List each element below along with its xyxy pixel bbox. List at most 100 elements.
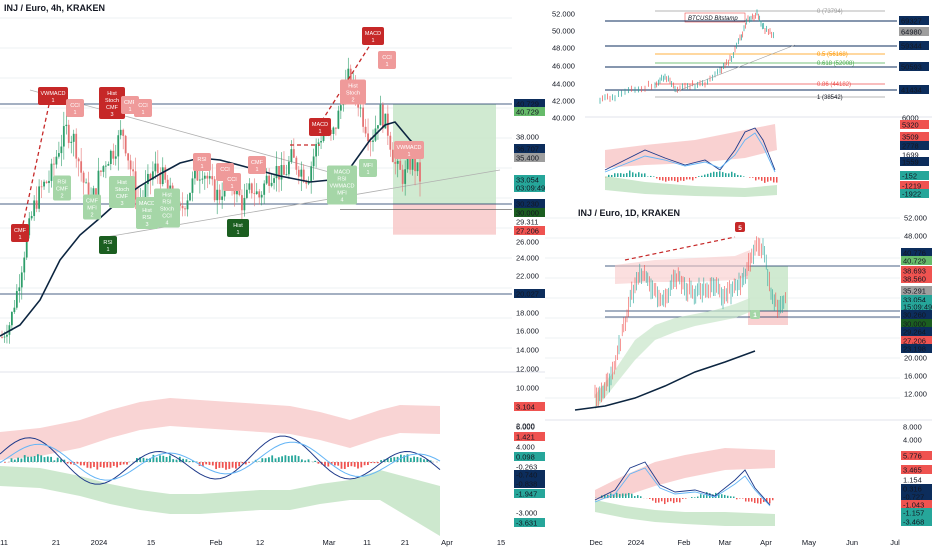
candle-body — [381, 104, 384, 129]
daily-histogram-bar — [652, 498, 654, 501]
candle-body — [201, 178, 204, 180]
btc-chart-pane[interactable]: 52.000 50.000 48.000 46.000 44.000 42.000 40.0… — [545, 0, 932, 200]
histogram-bar — [79, 462, 82, 466]
histogram-bar — [40, 455, 43, 462]
daily-tag-bg — [901, 295, 932, 304]
btc-histogram-bar — [695, 177, 697, 179]
candle-body — [119, 129, 122, 136]
candle-body — [404, 169, 407, 184]
x-axis-label: 12 — [256, 538, 264, 547]
daily-histogram-bar — [721, 494, 723, 498]
fib-level-label: 0 (73794) — [817, 9, 843, 15]
osc-tag: -0.740 — [516, 471, 537, 480]
signal-buy-text: MACD — [139, 201, 155, 207]
candle-body — [169, 185, 172, 189]
daily-histogram-bar — [625, 493, 627, 498]
btc-osc-signal — [604, 132, 776, 173]
daily-chart-pane[interactable]: INJ / Euro, 1D, KRAKEN 5 1 40.776 40.729 38.… — [545, 200, 932, 550]
osc-tag: -3.631 — [516, 519, 537, 528]
osc-tag: 2.000 — [516, 422, 535, 431]
daily-x-label: Jun — [846, 538, 858, 547]
btc-histogram-bar — [737, 174, 739, 177]
signal-sell-text: CCI — [138, 103, 148, 109]
main-chart-pane[interactable]: INJ / Euro, 4h, KRAKEN CMF 1 VWMACD 1 CCI 1 Hi… — [0, 0, 545, 550]
histogram-bar — [93, 462, 95, 467]
btc-osc-tag: 1699 — [902, 151, 919, 160]
daily-osc-tag: 3.465 — [903, 466, 922, 475]
candle-body — [60, 146, 63, 154]
osc-tag: -0.838 — [516, 480, 537, 489]
daily-divergence-line — [624, 236, 736, 261]
btc-histogram-bar — [656, 177, 658, 179]
candle-body — [30, 215, 33, 219]
histogram-bar — [33, 456, 36, 462]
histogram-bar — [225, 462, 227, 470]
signal-buy-label — [359, 159, 377, 177]
candle-body — [55, 156, 58, 165]
candle-body — [317, 142, 320, 144]
candle-body — [144, 184, 147, 198]
btc-osc-tag-bg — [900, 181, 929, 190]
histogram-bar — [27, 456, 29, 462]
btc-pane-bg — [545, 0, 932, 200]
signal-buy-text: RSI — [337, 177, 347, 183]
candle-body — [164, 167, 167, 180]
candle-body — [161, 167, 164, 185]
btc-tag: 64980 — [901, 28, 922, 37]
histogram-bar — [370, 462, 373, 464]
fib-level-label: 1 (38542) — [817, 95, 843, 101]
signal-buy-label — [227, 219, 249, 237]
btc-chart-svg[interactable]: 52.000 50.000 48.000 46.000 44.000 42.000 40.0… — [545, 0, 932, 200]
candle-body — [104, 165, 107, 167]
daily-histogram-bar — [763, 498, 765, 503]
btc-tag-bg — [899, 41, 929, 50]
daily-histogram-bar — [682, 498, 684, 499]
btc-y-label: 42.000 — [552, 97, 575, 106]
btc-y-label: 46.000 — [552, 62, 575, 71]
histogram-bar — [426, 459, 429, 462]
candle-body — [203, 175, 206, 179]
btc-histogram-bar — [713, 171, 715, 177]
candle-body — [394, 161, 397, 164]
daily-histogram-bar — [700, 494, 702, 498]
signal-sell-text: CMF — [106, 105, 119, 111]
daily-histogram-bar — [649, 498, 651, 499]
candle-body — [13, 307, 16, 313]
signal-sell-text: CCI — [220, 167, 230, 173]
btc-histogram-bar — [758, 177, 760, 180]
histogram-bar — [248, 462, 250, 463]
price-tag-bg — [514, 183, 545, 192]
btc-histogram-bar — [635, 173, 637, 177]
candle-body — [20, 272, 23, 288]
candle-body — [100, 170, 102, 172]
btc-histogram-bar — [749, 177, 751, 178]
daily-osc-lower-band — [595, 500, 775, 526]
candle-body — [95, 188, 97, 196]
x-axis-label: 21 — [52, 538, 60, 547]
btc-histogram-bar — [704, 174, 706, 177]
daily-histogram-bar — [616, 492, 618, 498]
histogram-bar — [20, 458, 23, 462]
signal-sell-text: 1 — [18, 235, 21, 241]
candle-body — [80, 161, 83, 173]
signal-buy-label — [109, 176, 135, 208]
histogram-bar — [419, 457, 422, 462]
candle-body — [3, 336, 6, 338]
candle-body — [48, 180, 50, 184]
candle-body — [275, 165, 278, 179]
signal-buy-text: CCI — [162, 214, 172, 220]
candle-body — [107, 163, 110, 166]
signal-sell-text: Stoch — [346, 91, 360, 97]
candle-body — [285, 174, 288, 176]
candle-body — [221, 196, 224, 200]
daily-tag: 23.198 — [903, 345, 926, 354]
signal-sell-text: 1 — [141, 110, 144, 116]
price-tag: 33.054 — [516, 176, 539, 185]
candle-body — [45, 181, 48, 184]
btc-histogram-bar — [776, 177, 778, 183]
main-chart-svg[interactable]: CMF1VWMACD1CCI1HistStochCMF3CMF1CCI1RSI1… — [0, 0, 545, 550]
candle-body — [57, 153, 60, 157]
daily-histogram-bar — [736, 498, 738, 500]
histogram-bar — [274, 458, 277, 462]
